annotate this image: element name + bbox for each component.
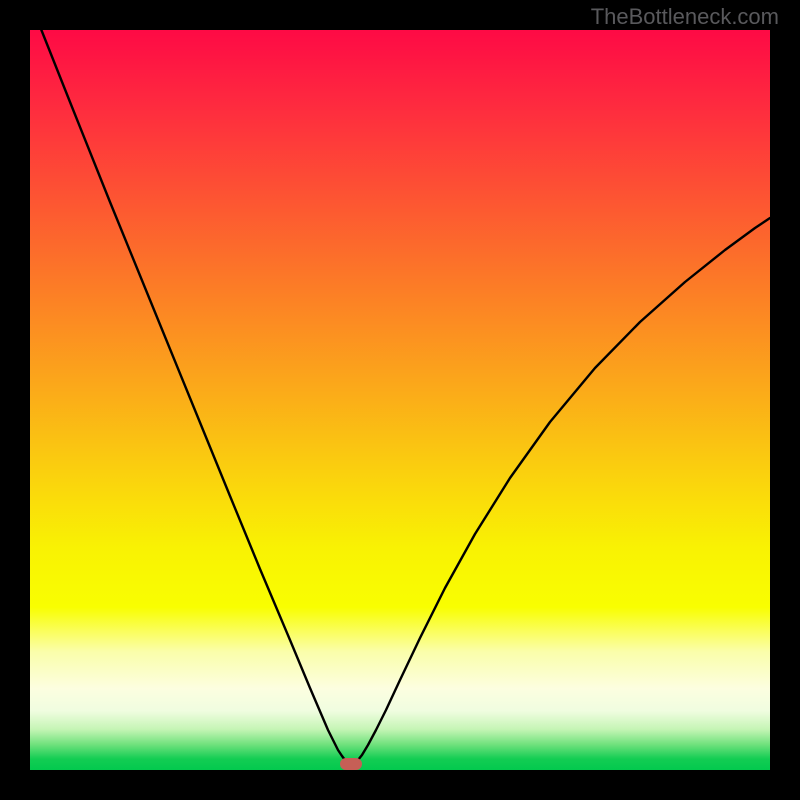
curve-minimum-marker xyxy=(340,758,362,770)
watermark-text: TheBottleneck.com xyxy=(591,4,779,30)
bottleneck-curve xyxy=(0,0,800,800)
